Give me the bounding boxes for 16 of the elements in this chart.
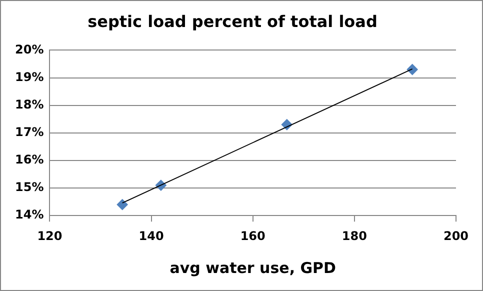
x-tick-label: 160 [240, 228, 266, 243]
point [116, 199, 128, 210]
y-tick-label: 19% [14, 70, 44, 84]
x-axis-title: avg water use, GPD [170, 258, 336, 277]
x-tick-label: 120 [37, 228, 62, 243]
x-tick-label: 200 [443, 228, 469, 243]
y-tick-label: 16% [14, 152, 44, 167]
y-tick-label: 17% [14, 125, 44, 140]
y-tick-label: 15% [14, 180, 44, 194]
chart-title: septic load percent of total load [88, 12, 378, 31]
y-tick-label: 14% [14, 208, 44, 222]
x-tick-label: 140 [138, 228, 164, 243]
x-tick-label: 180 [342, 228, 367, 243]
y-tick-label: 18% [14, 97, 44, 112]
point [406, 64, 418, 75]
y-tick-label: 20% [14, 42, 44, 56]
